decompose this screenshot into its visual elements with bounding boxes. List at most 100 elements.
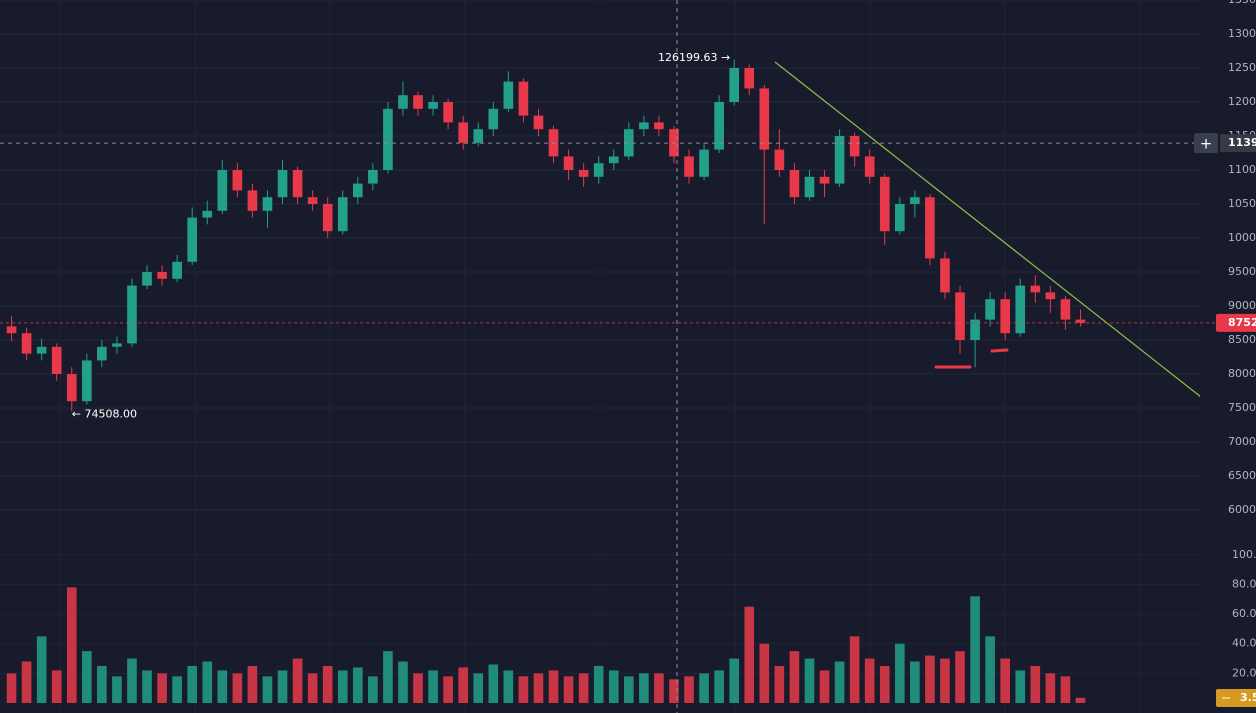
candle-body — [36, 346, 47, 354]
volume-bar — [428, 670, 438, 703]
candle-body — [428, 102, 438, 109]
crosshair-plus: + — [1200, 135, 1213, 153]
candle-body — [1075, 319, 1086, 323]
volume-bar — [1045, 673, 1056, 703]
candle-body — [217, 170, 228, 211]
volume-bar — [217, 670, 228, 703]
volume-bar — [337, 670, 348, 703]
volume-bar — [247, 665, 258, 703]
candle-body — [322, 204, 333, 232]
volume-bar — [804, 658, 815, 703]
volume-bar — [518, 676, 529, 703]
candle-body — [608, 156, 619, 164]
y-tick-label: 120000 — [1228, 95, 1256, 108]
candle-body — [81, 360, 92, 402]
candle-body — [849, 136, 860, 157]
volume-bar — [774, 665, 785, 703]
y-tick-label: 100000 — [1228, 231, 1256, 244]
candle-body — [232, 170, 243, 191]
volume-bar — [398, 661, 408, 703]
volume-bar — [714, 670, 724, 703]
candle-body — [955, 292, 965, 340]
volume-tick-label: 100.00K — [1232, 548, 1256, 561]
volume-bar — [307, 673, 318, 703]
candle-body — [1000, 299, 1011, 334]
candle-body — [262, 197, 273, 211]
support-mark[interactable] — [990, 348, 1009, 353]
volume-bar — [879, 665, 890, 703]
volume-bar — [970, 596, 980, 703]
volume-bar — [834, 661, 845, 703]
candle-body — [458, 122, 469, 143]
candle-body — [985, 299, 995, 320]
y-tick-label: 65000 — [1228, 469, 1256, 482]
y-tick-label: 70000 — [1228, 435, 1256, 448]
candle-body — [503, 81, 514, 109]
volume-bar — [925, 655, 935, 703]
volume-bar — [699, 673, 709, 703]
volume-tick-label: 60.00K — [1232, 607, 1256, 620]
volume-bar — [940, 658, 950, 703]
y-tick-label: 90000 — [1228, 299, 1256, 312]
candle-body — [1030, 285, 1041, 293]
candle-body — [292, 170, 303, 198]
last-volume-box — [1216, 689, 1256, 707]
volume-bar — [578, 673, 589, 703]
volume-bar — [639, 673, 649, 703]
y-tick-label: 135000 — [1228, 0, 1256, 6]
candle-body — [368, 170, 378, 184]
y-tick-label: 85000 — [1228, 333, 1256, 346]
candle-body — [142, 272, 152, 286]
volume-bar — [262, 676, 273, 703]
candle-body — [940, 258, 950, 293]
crosshair-price-box — [1220, 134, 1256, 153]
candle-body — [910, 197, 920, 204]
volume-bar — [563, 676, 574, 703]
volume-bar — [910, 661, 920, 703]
candle-body — [277, 170, 288, 198]
high-label: 126199.63 → — [658, 51, 730, 64]
volume-bar — [1000, 658, 1011, 703]
volume-bar — [383, 651, 393, 703]
crosshair-price-label: 113950 — [1228, 136, 1256, 149]
volume-bar — [36, 636, 47, 703]
candle-body — [563, 156, 574, 170]
candle-body — [202, 210, 213, 218]
volume-bar — [232, 673, 243, 703]
volume-bar — [142, 670, 152, 703]
volume-bar — [187, 665, 198, 703]
volume-bar — [503, 670, 514, 703]
low-label: ← 74508.00 — [72, 407, 137, 420]
candle-body — [383, 108, 393, 170]
candle-body — [879, 176, 890, 232]
trend-line[interactable] — [774, 61, 1216, 409]
volume-bar — [894, 643, 905, 703]
candle-body — [578, 170, 589, 177]
candle-body — [684, 156, 694, 177]
grid — [0, 0, 1200, 511]
candle-body — [714, 102, 724, 150]
price-axis: 60000 65000 70000 75000 80000 85000 90000 95000… — [1200, 0, 1256, 713]
volume-bar — [352, 667, 363, 703]
volume-bar — [81, 651, 92, 703]
volume-bar — [654, 673, 664, 703]
candle-body — [1045, 292, 1056, 300]
volume-bar — [985, 636, 995, 703]
candle-body — [1015, 285, 1026, 334]
volume-bar — [593, 665, 604, 703]
candle-body — [819, 176, 830, 184]
candle-body — [247, 190, 258, 211]
volume-bar — [864, 658, 875, 703]
y-tick-label: 75000 — [1228, 401, 1256, 414]
crosshair-add-button[interactable] — [1194, 133, 1218, 154]
candle-body — [307, 197, 318, 204]
volume-bar — [51, 670, 62, 703]
volume-bar — [1015, 670, 1026, 703]
candle-body — [398, 95, 408, 109]
volume-bar — [292, 658, 303, 703]
volume-bar — [112, 676, 122, 703]
candle-body — [187, 217, 198, 262]
volume-bar — [21, 661, 32, 703]
volume-bar — [413, 673, 423, 703]
candle-body — [157, 272, 167, 279]
